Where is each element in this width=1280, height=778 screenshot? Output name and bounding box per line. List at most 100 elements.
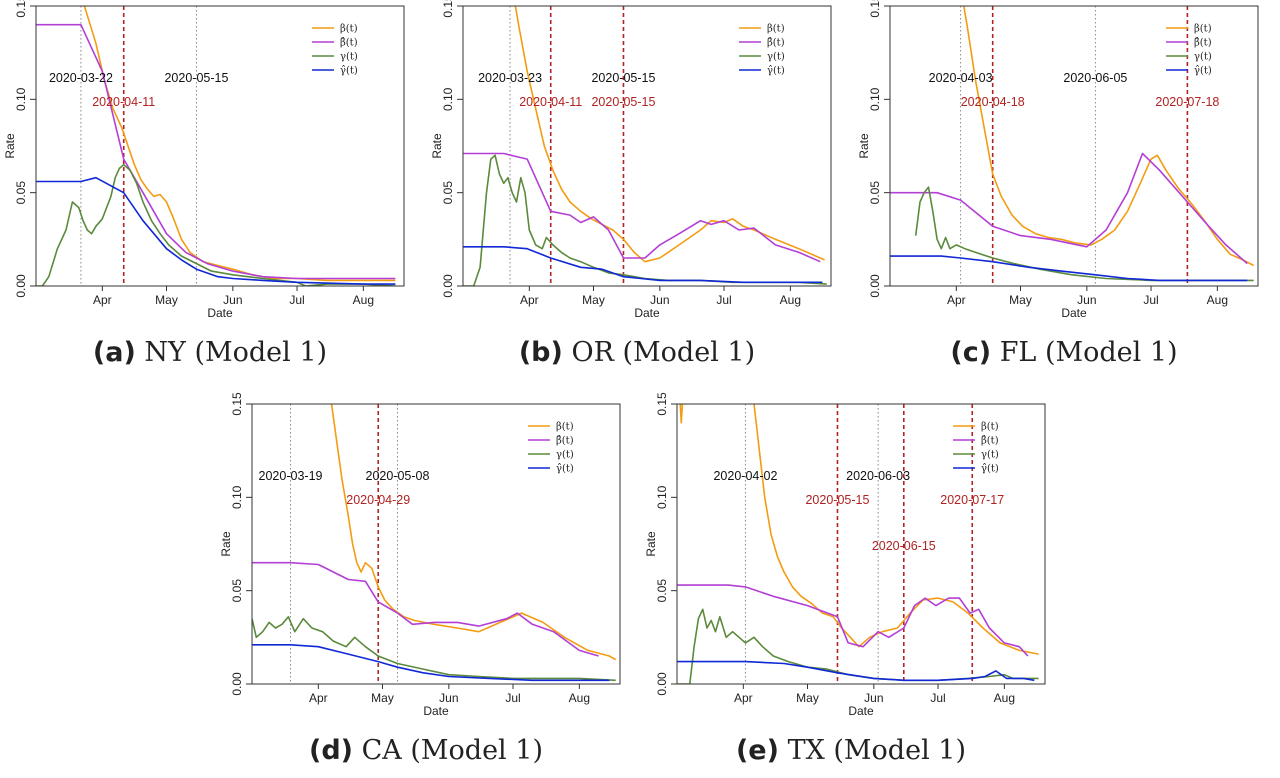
ny-caption: (a) NY (Model 1) [0,337,420,368]
series-line [252,616,616,682]
changepoint-label: 2020-04-11 [92,95,155,109]
x-tick-label: Jun [223,293,242,307]
y-tick-label: 0.00 [14,274,28,298]
series-line [463,152,821,263]
y-tick-label: 0.05 [14,181,28,205]
legend-label: γ̂(t) [1194,66,1212,77]
panel-tx: 0.00 0.05 0.10 0.15 Apr May Jun Jul Aug Date Rate 2… [641,392,1061,778]
y-axis-label: Rate [3,133,17,159]
x-tick-label: Jul [930,691,945,705]
breakpoint-label: 2020-06-05 [1063,71,1127,85]
y-tick-label: 0.15 [441,0,455,18]
y-tick-label: 0.15 [868,0,882,18]
x-tick-label: Jul [1143,293,1158,307]
x-tick-label: Jun [650,293,669,307]
legend-label: β̂(t) [767,38,785,49]
legend-label: β(t) [340,24,358,35]
breakpoint-label: 2020-05-15 [164,71,228,85]
series-line [890,152,1248,265]
y-tick-label: 0.00 [868,274,882,298]
legend-label: γ̂(t) [767,66,785,77]
y-tick-label: 0.10 [14,87,28,111]
x-tick-label: May [796,691,819,705]
x-tick-label: May [1009,293,1032,307]
x-tick-label: Aug [1207,293,1228,307]
changepoint-label: 2020-07-17 [940,493,1004,507]
y-tick-label: 0.05 [868,181,882,205]
y-axis-label: Rate [219,531,233,557]
legend-label: β̂(t) [340,38,358,49]
series-line [677,584,1029,657]
plot-frame [251,403,621,685]
caption-text: OR (Model 1) [571,337,756,368]
x-tick-label: Apr [520,293,539,307]
changepoint-label: 2020-04-29 [346,493,410,507]
x-tick-label: Aug [353,293,374,307]
x-axis-label: Date [423,704,449,718]
panel-label: (d) [309,735,354,766]
y-axis-label: Rate [644,531,658,557]
y-axis-label: Rate [430,133,444,159]
legend-label: γ(t) [1194,52,1212,63]
series-line [83,6,396,282]
plot-frame [676,403,1046,685]
caption-text: NY (Model 1) [144,337,328,368]
breakpoint-label: 2020-06-03 [846,469,910,483]
y-tick-label: 0.15 [230,392,244,416]
series-line [914,186,1254,282]
ca-line-chart: 0.00 0.05 0.10 0.15 Apr May Jun Jul Aug Date Rate 2… [219,392,621,718]
legend-label: β(t) [556,422,574,433]
changepoint-label: 2020-06-15 [872,539,936,553]
legend-label: β̂(t) [556,436,574,447]
x-tick-label: Jun [1077,293,1096,307]
plot-frame [889,5,1259,287]
changepoint-label: 2020-05-15 [591,95,655,109]
series-group [36,6,396,286]
y-tick-label: 0.05 [230,579,244,603]
series-group [252,404,617,682]
changepoint-label: 2020-04-18 [961,95,1025,109]
breakpoint-label: 2020-04-03 [929,71,993,85]
series-line [677,660,1035,682]
x-tick-label: Aug [780,293,801,307]
series-line [679,404,1039,655]
y-tick-label: 0.00 [230,672,244,696]
x-tick-label: May [155,293,178,307]
series-group [463,6,827,286]
x-tick-label: Jun [439,691,458,705]
x-tick-label: Apr [93,293,112,307]
series-line [252,644,610,682]
breakpoint-label: 2020-04-02 [713,469,777,483]
series-line [514,6,825,263]
x-tick-label: Jun [864,691,883,705]
legend-label: γ(t) [981,450,999,461]
legend-label: β̂(t) [981,436,999,447]
y-tick-label: 0.05 [441,181,455,205]
caption-text: FL (Model 1) [999,337,1178,368]
panel-label: (a) [92,337,136,368]
y-tick-label: 0.00 [441,274,455,298]
plot-frame [35,5,405,287]
x-tick-label: Apr [734,691,753,705]
legend-label: γ̂(t) [981,464,999,475]
panel-ca: 0.00 0.05 0.10 0.15 Apr May Jun Jul Aug Date Rate 2… [216,392,636,778]
x-axis-label: Date [207,306,233,320]
plot-frame [462,5,832,287]
series-line [252,561,599,657]
breakpoint-label: 2020-03-22 [49,71,113,85]
x-tick-label: Aug [569,691,590,705]
series-line [36,163,396,286]
y-axis-label: Rate [857,133,871,159]
series-line [36,23,396,280]
x-tick-label: Jul [716,293,731,307]
fl-line-chart: 0.00 0.05 0.10 0.15 Apr May Jun Jul Aug Date Rate 2… [857,0,1259,320]
x-tick-label: Apr [947,293,966,307]
caption-text: TX (Model 1) [787,735,967,766]
ny-line-chart: 0.00 0.05 0.10 0.15 Apr May Jun Jul Aug Date Rate 2… [3,0,405,320]
or-caption: (b) OR (Model 1) [427,337,847,368]
ca-caption: (d) CA (Model 1) [216,735,636,766]
legend-label: γ(t) [556,450,574,461]
x-axis-label: Date [634,306,660,320]
legend-label: β(t) [981,422,999,433]
series-line [463,246,823,284]
